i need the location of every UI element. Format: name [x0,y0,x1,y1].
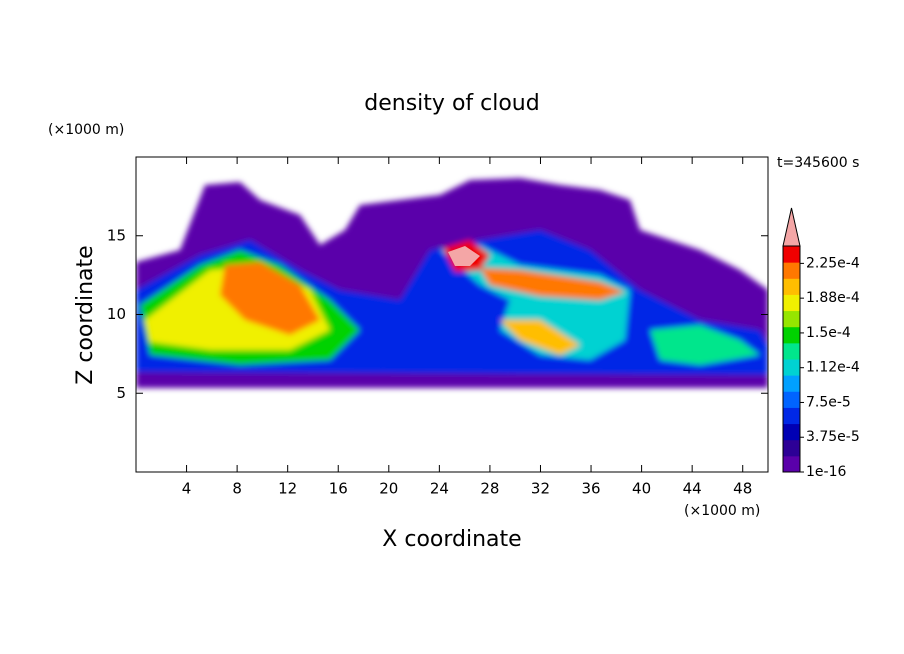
colorbar-band [783,310,800,328]
colorbar-tick-label: 1.5e-4 [806,325,851,341]
colorbar-band [783,439,800,457]
colorbar-tick-label: 1.12e-4 [806,360,860,376]
colorbar-band [783,246,800,263]
y-tick-label: 15 [107,226,126,244]
colorbar-band [783,278,800,295]
colorbar-tick-label: 1.88e-4 [806,290,860,306]
x-tick-label: 24 [430,480,449,498]
y-unit: (×1000 m) [48,122,124,138]
y-tick-label: 5 [116,384,126,402]
colorbar-band [783,391,800,408]
x-tick-label: 48 [733,480,752,498]
x-tick-label: 28 [480,480,499,498]
x-tick-label: 12 [278,480,297,498]
colorbar-tick-label: 2.25e-4 [806,255,860,271]
x-tick-label: 36 [581,480,600,498]
colorbar-band [783,455,800,473]
x-tick-label: 44 [683,480,702,498]
x-tick-label: 32 [531,480,550,498]
time-annotation: t=345600 s [777,155,859,171]
x-tick-label: 20 [379,480,398,498]
colorbar-extend [782,207,801,247]
colorbar-band [783,342,800,360]
colorbar-band [783,294,800,312]
colorbar-band [783,359,800,376]
colorbar-tick-label: 1e-16 [806,464,846,480]
y-axis-label: Z coordinate [73,245,98,384]
x-tick-label: 16 [329,480,348,498]
x-axis-label: X coordinate [382,527,521,552]
colorbar-tick-label: 3.75e-5 [806,429,860,445]
x-tick-label: 8 [232,480,242,498]
x-unit: (×1000 m) [684,503,760,519]
colorbar-band [783,262,800,279]
colorbar-band [783,407,800,425]
colorbar-tick-label: 7.5e-5 [806,394,851,410]
y-tick-label: 10 [107,305,126,323]
x-tick-label: 4 [182,480,192,498]
colorbar-frame [782,245,801,473]
cloud-field [136,178,768,388]
x-tick-label: 40 [632,480,651,498]
colorbar-band [783,423,800,441]
colorbar-band [783,326,800,344]
colorbar-band [783,375,800,392]
chart-title: density of cloud [364,91,539,116]
